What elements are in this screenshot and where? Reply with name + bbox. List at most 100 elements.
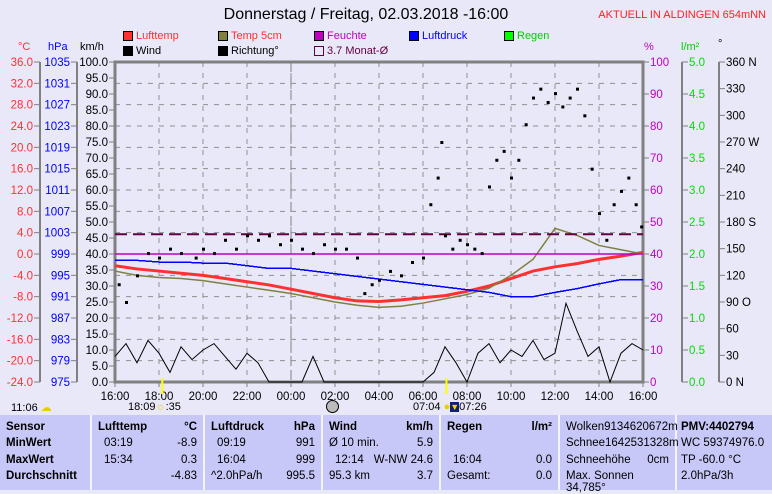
tick-label-humidity: 100 bbox=[650, 57, 669, 69]
tick-label-wind: 40.0 bbox=[86, 249, 108, 261]
direction-point bbox=[363, 292, 367, 296]
tick-label-direction: 360 N bbox=[726, 57, 757, 69]
direction-point bbox=[400, 274, 403, 278]
tick-label-pressure: 975 bbox=[51, 377, 70, 389]
legend-label: Wind bbox=[136, 45, 162, 57]
col-regen: Regen l/m² 16:04 0.0 Gesamt: 0.0 bbox=[441, 415, 560, 490]
col-wind: Wind km/h Ø 10 min. 5.9 12:14 W-NW 24.6 95.… bbox=[323, 415, 441, 490]
legend-label: 3.7 Monat-Ø bbox=[327, 45, 389, 57]
direction-point bbox=[235, 247, 238, 251]
tick-label-humidity: 90 bbox=[650, 89, 663, 101]
direction-point bbox=[125, 301, 128, 304]
tick-label-wind: 60.0 bbox=[86, 185, 108, 197]
unit-humidity: % bbox=[644, 41, 654, 53]
moonrise-time: 11:06 ☁ bbox=[11, 402, 52, 414]
tick-label-wind: 85.0 bbox=[86, 105, 108, 117]
legend-label: Luftdruck bbox=[422, 30, 468, 42]
col-pmv: PMV:4402794 WC 59374976.0 TP -60.0 °C 2.… bbox=[681, 421, 765, 482]
direction-point bbox=[451, 247, 455, 251]
moonset-icon: ▼ bbox=[450, 402, 460, 412]
direction-point bbox=[224, 238, 227, 242]
tick-label-temp: 32.0 bbox=[11, 78, 33, 90]
weather-chart: 36.0 32.0 28.0 24.0 20.0 16.0 12.0 8.0 4.0 0.0 -4.… bbox=[7, 57, 760, 400]
tick-label-temp: 24.0 bbox=[11, 121, 33, 133]
stats-table: Sensor MinWert MaxWert Durchschnitt Luft… bbox=[0, 415, 772, 494]
tick-label-direction: 30 bbox=[726, 350, 739, 362]
tick-label-wind: 10.0 bbox=[86, 345, 108, 357]
tick-label-direction: 300 bbox=[726, 110, 745, 122]
x-tick-label: 16:00 bbox=[101, 391, 130, 400]
direction-point bbox=[378, 278, 381, 282]
x-tick-label: 18:00 bbox=[145, 391, 174, 400]
legend-label: Temp 5cm bbox=[231, 30, 282, 42]
direction-point bbox=[334, 247, 337, 251]
tick-label-wind: 25.0 bbox=[86, 297, 108, 309]
direction-point bbox=[257, 238, 260, 242]
tick-label-wind: 80.0 bbox=[86, 121, 108, 133]
tick-label-wind: 45.0 bbox=[86, 233, 108, 245]
tick-label-pressure: 1035 bbox=[44, 57, 70, 69]
direction-point bbox=[169, 247, 172, 251]
direction-point bbox=[495, 158, 499, 162]
tick-label-wind: 15.0 bbox=[86, 329, 108, 341]
direction-point bbox=[246, 234, 249, 238]
x-tick-label: 14:00 bbox=[585, 391, 614, 400]
x-tick-label: 08:00 bbox=[453, 391, 482, 400]
tick-label-direction: 60 bbox=[726, 324, 739, 336]
tick-label-rain: 4.0 bbox=[689, 121, 705, 133]
tick-label-pressure: 987 bbox=[51, 313, 70, 325]
direction-point bbox=[312, 252, 315, 256]
sunrise-icon: ● bbox=[443, 401, 451, 413]
direction-point bbox=[576, 87, 579, 91]
tick-label-pressure: 1023 bbox=[44, 121, 70, 133]
direction-point bbox=[458, 238, 462, 242]
direction-point bbox=[510, 176, 513, 180]
tick-label-pressure: 1015 bbox=[44, 164, 70, 176]
direction-point bbox=[473, 247, 477, 251]
legend-item: Lufttemp bbox=[123, 30, 179, 42]
tick-label-pressure: 999 bbox=[51, 249, 70, 261]
x-tick-label: 06:00 bbox=[409, 391, 438, 400]
tick-label-temp: -16.0 bbox=[7, 334, 33, 346]
direction-point bbox=[554, 92, 557, 96]
tick-label-rain: 4.5 bbox=[689, 89, 705, 101]
x-tick-label: 04:00 bbox=[365, 391, 394, 400]
tick-label-direction: 90 O bbox=[726, 297, 751, 309]
tick-label-rain: 2.0 bbox=[689, 249, 705, 261]
tick-label-temp: 4.0 bbox=[17, 228, 33, 240]
direction-point bbox=[279, 243, 282, 247]
tick-label-rain: 3.5 bbox=[689, 153, 705, 165]
direction-point bbox=[180, 252, 183, 256]
tick-label-pressure: 983 bbox=[51, 334, 70, 346]
tick-label-wind: 30.0 bbox=[86, 281, 108, 293]
tick-label-temp: 12.0 bbox=[11, 185, 33, 197]
tick-label-pressure: 1011 bbox=[45, 185, 70, 197]
tick-label-direction: 0 N bbox=[726, 377, 744, 389]
moon-phase-icon bbox=[326, 400, 339, 413]
legend-swatch bbox=[504, 31, 514, 41]
direction-point bbox=[202, 247, 205, 251]
tick-label-wind: 0.0 bbox=[92, 377, 108, 389]
x-tick-label: 12:00 bbox=[541, 391, 570, 400]
direction-point bbox=[194, 256, 198, 260]
tick-label-pressure: 1019 bbox=[44, 142, 70, 154]
direction-point bbox=[502, 149, 506, 153]
direction-point bbox=[466, 243, 469, 247]
tick-label-humidity: 30 bbox=[650, 281, 663, 293]
direction-point bbox=[301, 247, 304, 251]
tick-label-humidity: 10 bbox=[650, 345, 663, 357]
tick-label-humidity: 60 bbox=[650, 185, 663, 197]
tick-label-temp: -20.0 bbox=[7, 356, 33, 368]
legend-swatch bbox=[123, 31, 133, 41]
legend-item: Wind bbox=[123, 45, 161, 57]
direction-point bbox=[532, 96, 535, 100]
tick-label-humidity: 70 bbox=[650, 153, 663, 165]
wind-series bbox=[114, 301, 644, 384]
tick-label-temp: 16.0 bbox=[11, 164, 33, 176]
direction-point bbox=[488, 185, 491, 189]
tick-label-direction: 210 bbox=[726, 190, 745, 202]
direction-point bbox=[213, 252, 216, 256]
col-luftdruck: Luftdruck hPa 09:19 991 16:04 999 ^2.0hPa/h… bbox=[205, 415, 323, 490]
tick-label-rain: 0.5 bbox=[689, 345, 705, 357]
tick-label-wind: 5.0 bbox=[92, 361, 108, 373]
